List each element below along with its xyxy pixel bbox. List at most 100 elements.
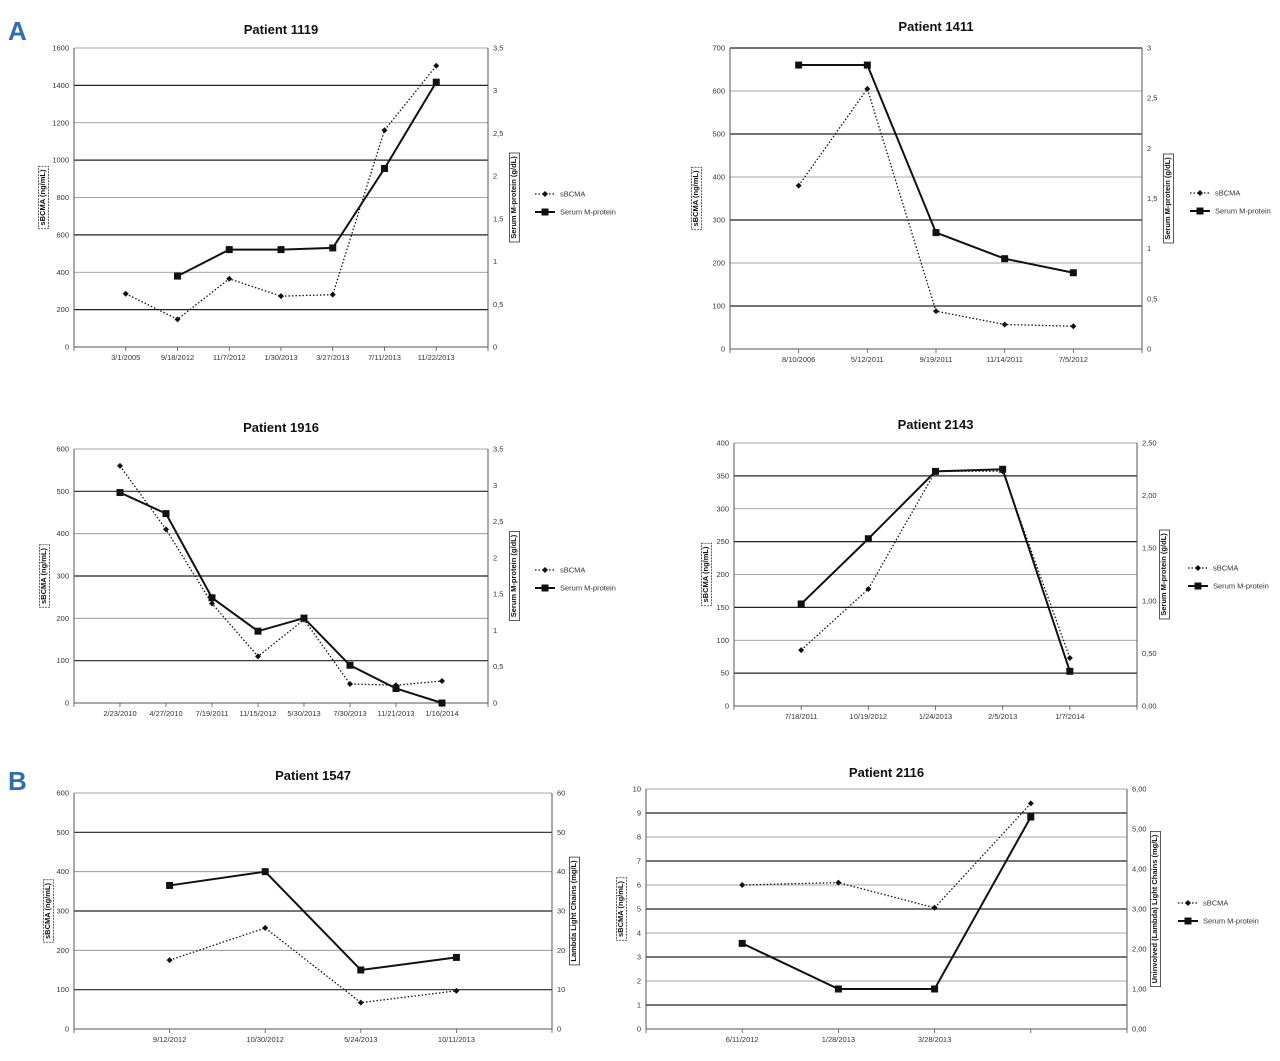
data-point-square (357, 966, 365, 974)
y-tick-label: 1000 (52, 156, 69, 165)
y-axis-title-box (43, 879, 54, 943)
data-point-diamond (174, 316, 181, 323)
data-point-diamond (357, 999, 364, 1006)
y2-axis-title-box (569, 856, 580, 966)
data-point-diamond (795, 182, 802, 189)
y2-tick-label: 3 (493, 86, 497, 95)
y-tick-label: 250 (716, 537, 729, 546)
data-point-square (1069, 269, 1077, 277)
x-tick-label: 2/23/2010 (103, 709, 136, 718)
legend-marker (1185, 900, 1191, 906)
y2-axis-title: Serum M-protein (g/dL) (509, 534, 518, 617)
y-tick-label: 200 (56, 305, 69, 314)
y-tick-label: 600 (56, 230, 69, 239)
y2-tick-label: 0,00 (1132, 1025, 1147, 1034)
legend-marker (542, 567, 548, 573)
y2-axis-title-box (1159, 529, 1170, 620)
chart-title: Patient 1916 (243, 420, 319, 435)
y-tick-label: 0 (65, 1025, 69, 1034)
y2-tick-label: 3 (1147, 44, 1151, 53)
series-line (119, 491, 443, 704)
chart-title: Patient 2143 (898, 417, 974, 432)
series-line (177, 81, 438, 277)
y-tick-label: 200 (56, 946, 69, 955)
y-tick-label: 600 (56, 789, 69, 798)
y2-tick-label: 0 (1147, 345, 1151, 354)
y2-tick-label: 2,00 (1142, 491, 1157, 500)
y2-tick-label: 0,5 (1147, 294, 1157, 303)
data-point-square (931, 985, 939, 993)
chart-title: Patient 1119 (244, 22, 318, 37)
y-tick-label: 4 (637, 929, 641, 938)
y2-tick-label: 2 (493, 553, 497, 562)
legend-marker (1197, 190, 1203, 196)
data-point-diamond (262, 924, 269, 931)
legend-marker (1194, 582, 1202, 590)
chart-title: Patient 1411 (898, 19, 973, 34)
data-point-diamond (278, 293, 284, 300)
y-axis-title-box (616, 877, 627, 941)
y2-tick-label: 2,5 (493, 129, 503, 138)
legend-label: sBCMA (560, 566, 585, 575)
legend-label: sBCMA (1215, 189, 1240, 198)
y-tick-label: 300 (56, 572, 69, 581)
section-label-a: A (8, 16, 27, 46)
y2-axis-title-box (509, 152, 520, 243)
data-point-diamond (439, 677, 445, 684)
x-tick-label: 7/11/2013 (368, 353, 401, 362)
y2-tick-label: 1 (493, 257, 497, 266)
y2-axis-title: Serum M-protein (g/dL) (509, 156, 518, 239)
x-tick-label: 2/5/2013 (988, 712, 1017, 721)
y-tick-label: 500 (56, 487, 69, 496)
y2-axis-title: Serum M-protein (g/dL) (1159, 533, 1168, 616)
y-tick-label: 6 (637, 881, 641, 890)
y-tick-label: 400 (712, 173, 725, 182)
y2-tick-label: 1,50 (1142, 544, 1157, 553)
y2-tick-label: 2 (1147, 144, 1151, 153)
y-tick-label: 1400 (52, 81, 69, 90)
y2-tick-label: 30 (557, 907, 565, 916)
y-tick-label: 200 (56, 614, 69, 623)
data-point-diamond (1027, 800, 1034, 807)
x-tick-label: 1/30/2013 (264, 353, 297, 362)
data-point-square (1066, 667, 1074, 675)
y2-tick-label: 1,5 (1147, 194, 1157, 203)
x-tick-label: 11/14/2011 (986, 355, 1022, 364)
y-tick-label: 500 (56, 828, 69, 837)
data-point-diamond (163, 526, 169, 533)
y-tick-label: 200 (716, 570, 729, 579)
data-point-diamond (453, 987, 460, 994)
x-tick-label: 3/28/2013 (918, 1035, 951, 1044)
data-point-square (795, 61, 803, 69)
y2-tick-label: 3,5 (493, 445, 503, 454)
data-point-square (932, 467, 939, 475)
data-point-square (162, 510, 170, 518)
y-tick-label: 1 (637, 1001, 641, 1010)
x-tick-label: 7/30/2013 (333, 709, 366, 718)
y-axis-title: sBCMA (ng/mL) (39, 548, 48, 604)
y2-tick-label: 1,00 (1132, 985, 1147, 994)
x-tick-label: 10/11/2013 (438, 1035, 475, 1044)
chart-title: Patient 2116 (849, 765, 924, 780)
x-tick-label: 11/22/2013 (418, 353, 455, 362)
x-tick-label: 8/10/2006 (782, 355, 815, 364)
x-tick-label: 9/18/2012 (161, 353, 194, 362)
y-tick-label: 2 (637, 977, 641, 986)
x-tick-label: 5/12/2011 (851, 355, 884, 364)
data-point-diamond (117, 462, 123, 469)
data-point-square (225, 246, 233, 254)
data-point-square (346, 661, 354, 669)
x-tick-label: 1/16/2014 (425, 709, 458, 718)
y-tick-label: 7 (637, 857, 641, 866)
y2-tick-label: 1,5 (493, 590, 503, 599)
chart-patient-1119: 0 200 400 600 800 1000 1200 1400 1600 0 0,5 1 1,5 2 2,… (38, 22, 616, 362)
x-tick-label: 11/21/2013 (378, 709, 415, 718)
y-tick-label: 1200 (52, 118, 69, 127)
data-point-square (834, 985, 842, 993)
data-point-square (452, 953, 460, 961)
data-point-square (438, 699, 446, 707)
y-axis-title: sBCMA (ng/mL) (38, 169, 47, 225)
data-point-square (166, 881, 174, 889)
data-point-diamond (329, 291, 336, 298)
legend-marker (542, 191, 548, 197)
